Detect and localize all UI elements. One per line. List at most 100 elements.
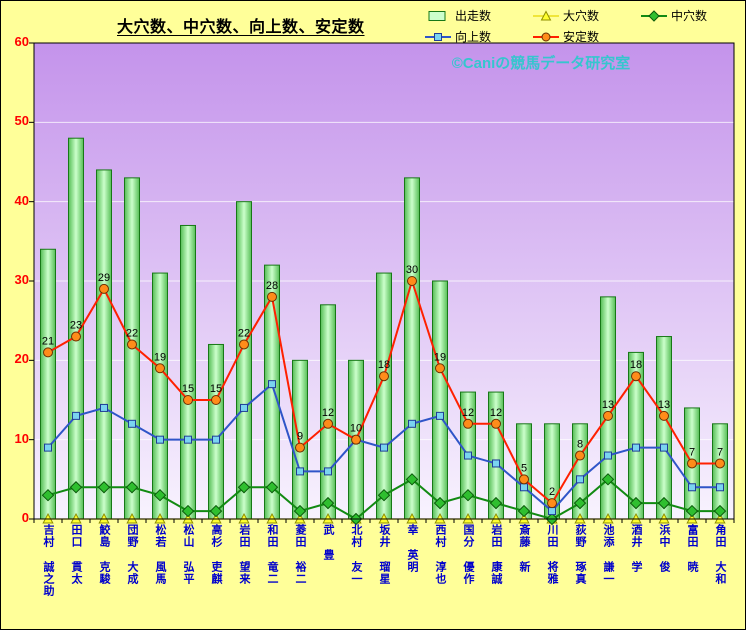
bar-starts-13 — [404, 177, 420, 520]
bar-series-swatch-icon — [425, 9, 451, 23]
data-label-stability-2: 29 — [98, 272, 110, 284]
marker-mid-upset — [153, 488, 167, 502]
marker-stability — [295, 442, 305, 453]
marker-mid-upset — [405, 473, 419, 486]
marker-mid-upset — [237, 481, 251, 494]
legend-item-big-upset: 大穴数 — [533, 7, 641, 24]
marker-mid-upset — [433, 496, 447, 510]
x-axis-label-18: 川田 将雅 — [546, 524, 558, 585]
marker-stability — [211, 395, 221, 405]
x-axis-label-23: 富田 暁 — [686, 524, 698, 573]
triangle-marker-swatch-icon — [533, 9, 559, 23]
marker-improve — [520, 483, 528, 492]
x-axis-label-24: 角田 大和 — [714, 524, 726, 585]
x-axis-label-12: 坂井 瑠星 — [378, 524, 390, 585]
legend-label-mid-upset: 中穴数 — [671, 9, 708, 23]
marker-stability — [435, 363, 445, 374]
marker-improve — [296, 467, 304, 476]
x-axis-label-6: 高杉 吏麒 — [210, 524, 222, 585]
marker-improve — [408, 419, 416, 428]
x-axis-label-7: 岩田 望来 — [238, 524, 250, 585]
data-label-stability-22: 13 — [658, 399, 670, 411]
x-axis-label-19: 荻野 琢真 — [574, 524, 586, 585]
data-label-stability-9: 9 — [297, 431, 303, 443]
data-label-stability-21: 18 — [630, 359, 642, 371]
marker-improve — [44, 443, 52, 452]
marker-stability — [575, 450, 585, 461]
marker-improve — [268, 380, 276, 389]
data-label-stability-8: 28 — [266, 280, 278, 292]
y-axis-label: 10 — [14, 430, 29, 446]
x-axis-label-11: 北村 友一 — [350, 524, 362, 585]
bar-starts-12 — [376, 272, 392, 520]
x-axis-label-8: 和田 竜二 — [266, 524, 278, 585]
marker-improve — [72, 411, 80, 420]
marker-stability — [687, 458, 697, 469]
marker-improve — [324, 467, 332, 476]
data-label-stability-15: 12 — [462, 407, 474, 419]
x-axis-label-16: 岩田 康誠 — [490, 524, 502, 585]
circle-marker-swatch-icon — [533, 30, 559, 44]
legend-item-stability: 安定数 — [533, 28, 641, 45]
marker-stability — [463, 418, 473, 429]
data-label-stability-3: 22 — [126, 327, 138, 339]
marker-mid-upset — [97, 481, 111, 494]
y-axis-label: 0 — [21, 510, 29, 525]
marker-improve — [184, 435, 192, 444]
data-label-stability-19: 8 — [577, 439, 583, 451]
marker-improve — [380, 443, 388, 452]
marker-stability — [71, 331, 81, 342]
legend-label-stability: 安定数 — [563, 30, 600, 44]
y-axis-label: 40 — [14, 192, 29, 208]
marker-stability — [127, 339, 137, 350]
marker-stability — [183, 395, 193, 405]
marker-improve — [212, 435, 220, 444]
marker-mid-upset — [69, 481, 83, 494]
data-label-stability-20: 13 — [602, 399, 614, 411]
data-label-stability-6: 15 — [210, 383, 222, 395]
marker-improve — [660, 443, 668, 452]
data-label-stability-14: 19 — [434, 351, 446, 363]
x-axis-label-1: 田口 貫太 — [70, 524, 82, 585]
x-axis-label-17: 斎藤 新 — [518, 524, 530, 573]
marker-mid-upset — [517, 504, 531, 518]
x-axis-label-22: 浜中 俊 — [658, 524, 670, 573]
marker-mid-upset — [629, 496, 643, 510]
watermark-text: ©Caniの競馬データ研究室 — [452, 54, 631, 72]
legend-label-big-upset: 大穴数 — [563, 9, 600, 23]
x-axis-label-10: 武 豊 — [322, 524, 334, 561]
x-axis-label-4: 松若 風馬 — [154, 524, 166, 585]
marker-stability — [267, 291, 277, 302]
x-axis-label-20: 池添 謙一 — [602, 524, 614, 585]
marker-improve — [632, 443, 640, 452]
marker-mid-upset — [657, 496, 671, 510]
legend-item-mid-upset: 中穴数 — [641, 7, 729, 24]
marker-stability — [603, 410, 613, 421]
marker-stability — [491, 418, 501, 429]
y-axis-label: 20 — [14, 351, 29, 367]
data-label-stability-16: 12 — [490, 407, 502, 419]
data-label-stability-0: 21 — [42, 335, 54, 347]
marker-improve — [100, 403, 108, 412]
y-axis-label: 30 — [14, 272, 29, 287]
x-axis-label-5: 松山 弘平 — [182, 524, 194, 585]
legend-label-starts: 出走数 — [455, 9, 492, 23]
data-label-stability-17: 5 — [521, 462, 527, 474]
data-label-stability-7: 22 — [238, 327, 250, 339]
marker-mid-upset — [293, 504, 307, 518]
marker-stability — [631, 371, 641, 382]
marker-improve — [436, 411, 444, 420]
bar-starts-7 — [236, 201, 252, 520]
marker-improve — [128, 419, 136, 428]
x-axis-label-2: 鮫島 克駿 — [98, 524, 110, 585]
x-axis-label-9: 菱田 裕二 — [294, 524, 306, 585]
x-axis-label-0: 吉村 誠之助 — [42, 524, 54, 597]
data-label-stability-1: 23 — [70, 320, 82, 332]
bar-starts-14 — [432, 280, 448, 520]
marker-improve — [492, 459, 500, 468]
x-axis-label-15: 国分 優作 — [462, 524, 474, 585]
square-marker-swatch-icon — [425, 30, 451, 44]
marker-stability — [43, 347, 53, 358]
